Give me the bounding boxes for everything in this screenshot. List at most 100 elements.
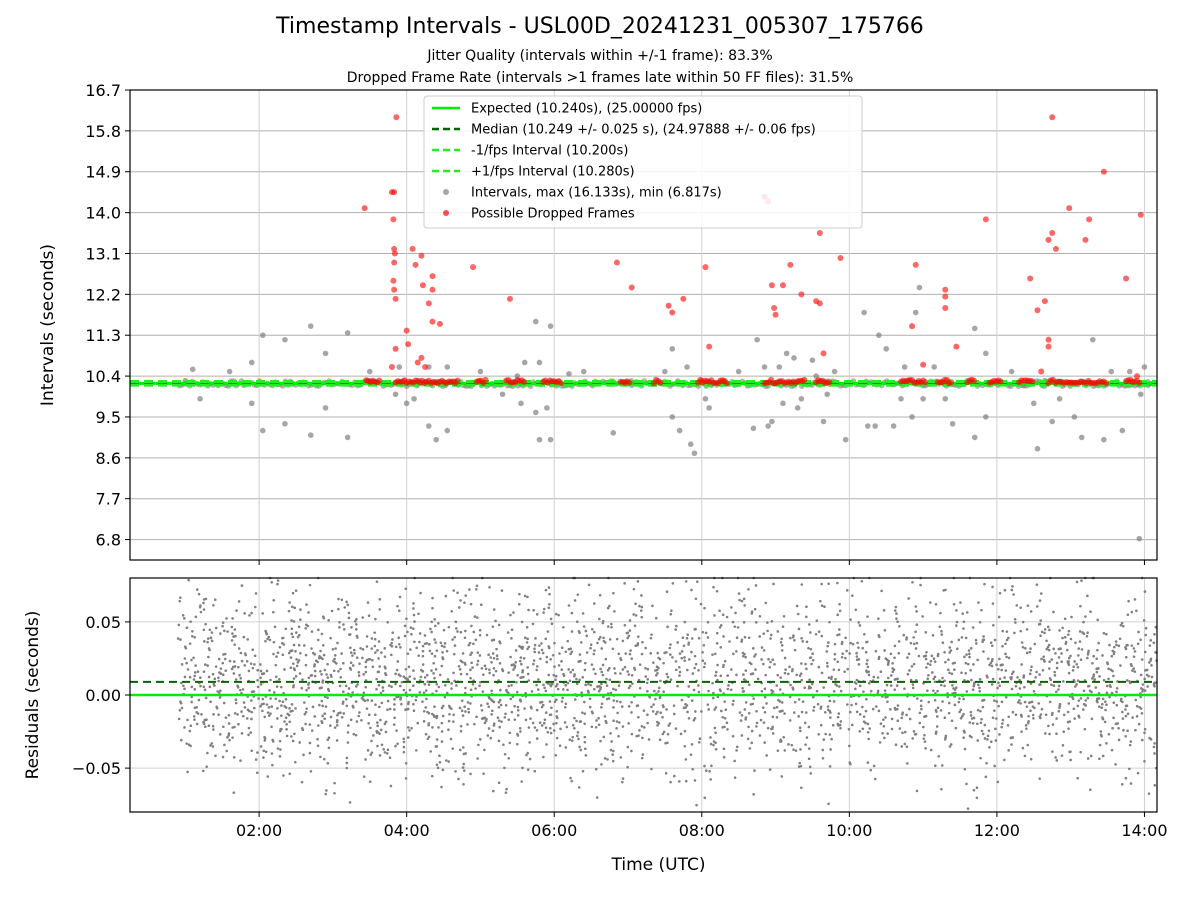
residual-point [327,618,330,622]
residual-point [1137,630,1140,634]
residual-point [713,726,717,730]
residual-point [678,670,682,674]
residual-point [1029,647,1032,650]
residual-point [800,678,804,682]
interval-point [769,418,775,425]
residual-point [390,685,393,689]
residual-point [854,702,858,706]
residual-point [218,671,221,674]
residual-point [290,627,294,631]
residual-point [1066,710,1070,714]
residual-point [637,678,641,682]
residual-point [612,591,615,595]
residual-point [601,663,605,667]
residual-point [827,802,830,806]
dropped-frame-point [768,282,775,289]
residual-point [393,716,396,720]
residual-point [1000,668,1003,672]
residual-point [226,736,229,739]
residual-point [905,745,909,749]
residual-point [1121,710,1124,714]
residual-point [483,748,486,752]
residual-point [222,725,225,729]
residual-point [345,756,349,760]
residual-point [1019,713,1023,717]
residual-point [787,743,790,746]
intervals-ytick-label: 13.1 [85,244,121,263]
residual-point [348,633,351,636]
residual-point [815,689,819,693]
residual-point [242,714,245,718]
residual-point [563,706,567,709]
residual-point [546,731,550,734]
residual-point [376,744,379,748]
residual-point [555,736,559,740]
residual-point [294,707,297,710]
residual-point [404,708,407,712]
residual-point [1124,776,1128,780]
residual-point [410,632,413,636]
residual-point [675,624,678,628]
residual-point [836,660,840,664]
residual-point [980,729,984,733]
residual-point [378,665,382,668]
interval-point [706,405,712,411]
interval-point [403,400,410,407]
residual-point [212,713,215,716]
residual-point [433,638,436,641]
residual-point [691,672,695,675]
residual-point [292,677,296,680]
residual-point [898,727,902,730]
residual-point [576,731,580,734]
residual-point [1154,651,1157,654]
residual-point [803,721,807,725]
residual-point [208,685,212,689]
residual-point [1101,754,1105,758]
residual-point [457,665,461,668]
residual-point [803,686,807,690]
residual-point [440,740,444,743]
residual-point [1090,717,1094,721]
residual-point [375,580,379,583]
interval-point [566,371,572,377]
dropped-frame-point [1034,307,1041,314]
residual-point [805,615,808,619]
residual-point [261,709,264,713]
residual-point [1105,703,1108,706]
residual-point [897,640,901,643]
residual-point [313,653,317,656]
residual-point [1130,610,1134,614]
residual-point [526,751,530,755]
residual-point [1028,701,1031,704]
residual-point [1035,583,1039,586]
residual-point [509,697,513,701]
dropped-frame-point [412,261,419,268]
residual-point [352,648,356,652]
residual-point [199,610,203,614]
residual-point [878,635,881,639]
residual-point [1040,707,1044,711]
residual-point [1119,623,1123,627]
residual-point [687,685,691,688]
residual-point [782,614,786,618]
residuals-xtick-label: 06:00 [531,821,577,840]
residual-point [185,742,189,745]
residual-point [1011,710,1015,714]
residual-point [805,736,809,739]
residual-point [358,662,361,666]
interval-point [750,425,757,432]
residual-point [436,766,440,770]
residual-point [181,614,185,617]
residual-point [525,625,529,629]
residual-point [510,683,513,687]
residual-point [670,609,673,612]
residual-point [894,743,898,746]
residual-point [267,706,271,709]
residual-point [285,734,289,738]
residual-point [983,737,987,740]
residual-point [652,661,655,664]
residual-point [680,656,684,660]
residual-point [912,730,916,733]
residual-point [972,788,976,792]
residual-point [553,700,557,704]
